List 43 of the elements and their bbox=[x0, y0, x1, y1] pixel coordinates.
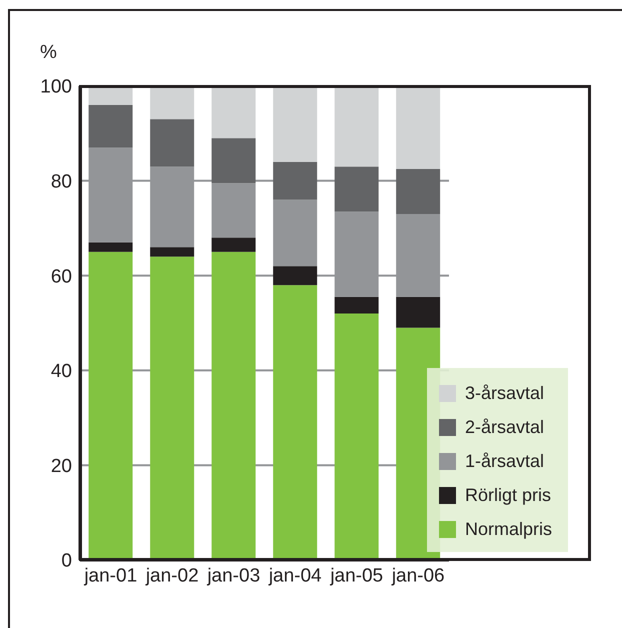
y-tick-label: 20 bbox=[50, 456, 72, 477]
bar bbox=[150, 86, 194, 120]
bar bbox=[334, 166, 379, 212]
x-tick-label: jan-02 bbox=[144, 565, 199, 586]
y-axis-title: % bbox=[40, 42, 57, 64]
bar bbox=[88, 86, 133, 105]
bar bbox=[396, 86, 440, 169]
bar bbox=[273, 266, 318, 286]
bar bbox=[273, 86, 318, 162]
bar bbox=[334, 86, 379, 167]
bar bbox=[334, 296, 379, 314]
y-tick-label: 80 bbox=[50, 172, 72, 193]
bar bbox=[212, 138, 256, 184]
y-tick-label: 60 bbox=[50, 266, 72, 288]
x-tick-label: jan-06 bbox=[390, 565, 445, 586]
bar bbox=[273, 162, 318, 200]
bar bbox=[150, 247, 194, 257]
bar bbox=[212, 183, 256, 238]
legend-label: 3-årsavtal bbox=[465, 382, 544, 404]
bar bbox=[212, 238, 256, 252]
x-tick-label: jan-01 bbox=[83, 565, 138, 586]
bar bbox=[273, 200, 318, 266]
bar bbox=[88, 252, 133, 560]
bar bbox=[88, 242, 133, 252]
y-tick-label: 40 bbox=[50, 361, 72, 382]
y-tick-label: 100 bbox=[40, 76, 72, 98]
bar bbox=[273, 285, 318, 560]
bar bbox=[212, 86, 256, 138]
legend-label: Rörligt pris bbox=[465, 484, 552, 506]
bar bbox=[150, 119, 194, 167]
x-tick-label: jan-05 bbox=[329, 565, 384, 586]
x-tick-label: jan-04 bbox=[268, 565, 322, 586]
bar bbox=[334, 314, 379, 560]
legend-label: Normalpris bbox=[465, 518, 552, 540]
bar bbox=[88, 104, 133, 148]
legend-label: 2-årsavtal bbox=[465, 416, 544, 438]
bar bbox=[396, 168, 440, 214]
bar bbox=[150, 256, 194, 560]
bar bbox=[212, 252, 256, 560]
y-tick-label: 0 bbox=[61, 550, 72, 572]
x-tick-label: jan-03 bbox=[206, 565, 260, 586]
legend-label: 1-årsavtal bbox=[465, 450, 544, 472]
bar bbox=[396, 296, 440, 328]
